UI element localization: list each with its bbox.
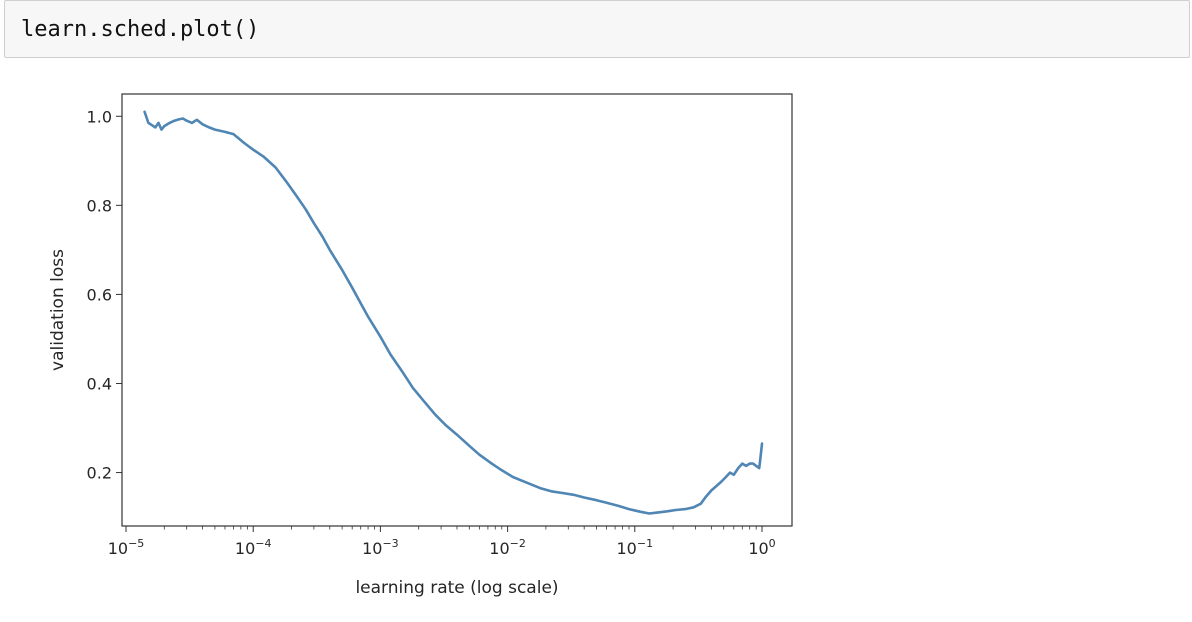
x-tick-label: 10−1 [617, 537, 654, 558]
validation-loss-line [143, 110, 764, 515]
x-tick-label: 10−3 [362, 537, 399, 558]
y-axis-label: validation loss [48, 249, 68, 371]
y-tick-label: 0.4 [87, 374, 112, 393]
y-tick-label: 1.0 [87, 107, 112, 126]
code-cell[interactable]: learn.sched.plot() [4, 0, 1190, 58]
x-axis-label: learning rate (log scale) [355, 578, 558, 598]
y-tick-label: 0.6 [87, 285, 112, 304]
lr-finder-chart: 10−5 10−4 10−3 10−2 10−1 100 0.2 0.4 0.6 0.8 1.0 l… [48, 93, 793, 598]
x-tick-label: 10−2 [489, 537, 526, 558]
code-cell-source[interactable]: learn.sched.plot() [21, 17, 260, 42]
x-tick-label: 10−4 [235, 537, 272, 558]
x-tick-label: 10−5 [108, 537, 145, 558]
axis-tick-labels: 10−5 10−4 10−3 10−2 10−1 100 0.2 0.4 0.6 0.8 1.0 [87, 107, 776, 558]
y-tick-label: 0.2 [87, 464, 112, 483]
plot-area-frame [121, 93, 793, 527]
plot-area-background [122, 94, 792, 526]
y-tick-label: 0.8 [87, 196, 112, 215]
x-tick-label: 100 [748, 537, 775, 558]
cell-output: 10−5 10−4 10−3 10−2 10−1 100 0.2 0.4 0.6 0.8 1.0 l… [0, 58, 1192, 618]
